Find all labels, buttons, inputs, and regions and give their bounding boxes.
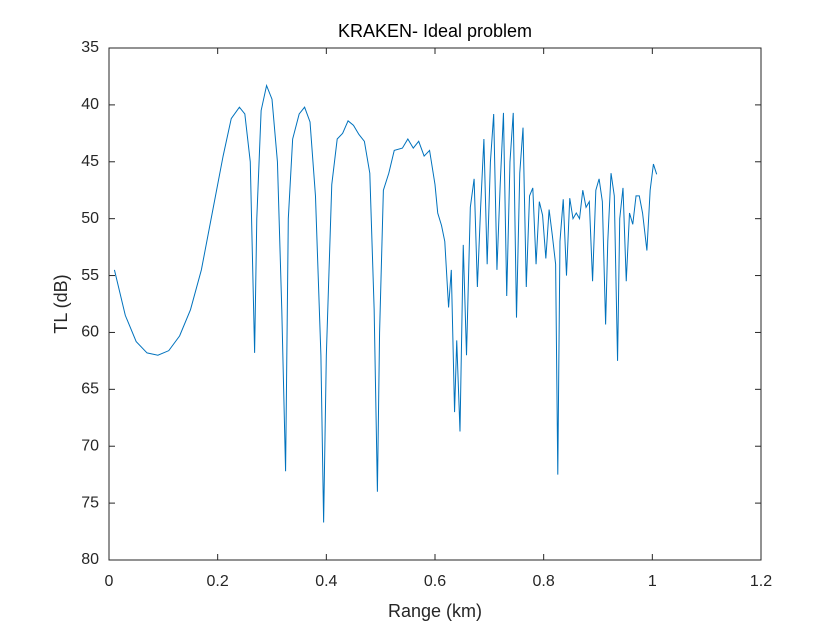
y-tick-label: 45 xyxy=(81,153,99,170)
x-tick-label: 1.2 xyxy=(750,573,772,590)
y-tick-label: 75 xyxy=(81,494,99,511)
y-tick-label: 40 xyxy=(81,96,99,113)
y-tick-label: 60 xyxy=(81,324,99,341)
y-tick-label: 35 xyxy=(81,39,99,56)
x-tick-label: 0.6 xyxy=(424,573,446,590)
y-tick-label: 80 xyxy=(81,551,99,568)
y-tick-label: 50 xyxy=(81,210,99,227)
y-tick-label: 65 xyxy=(81,381,99,398)
x-tick-label: 0.2 xyxy=(207,573,229,590)
y-axis-label: TL (dB) xyxy=(51,274,71,333)
x-tick-label: 0 xyxy=(105,573,114,590)
x-axis-label: Range (km) xyxy=(388,601,482,621)
line-series xyxy=(113,83,658,523)
x-tick-label: 1 xyxy=(648,573,657,590)
y-tick-label: 70 xyxy=(81,437,99,454)
x-tick-label: 0.4 xyxy=(315,573,337,590)
chart-title: KRAKEN- Ideal problem xyxy=(338,21,532,41)
x-tick-label: 0.8 xyxy=(533,573,555,590)
y-tick-label: 55 xyxy=(81,267,99,284)
plot-frame xyxy=(108,47,762,561)
